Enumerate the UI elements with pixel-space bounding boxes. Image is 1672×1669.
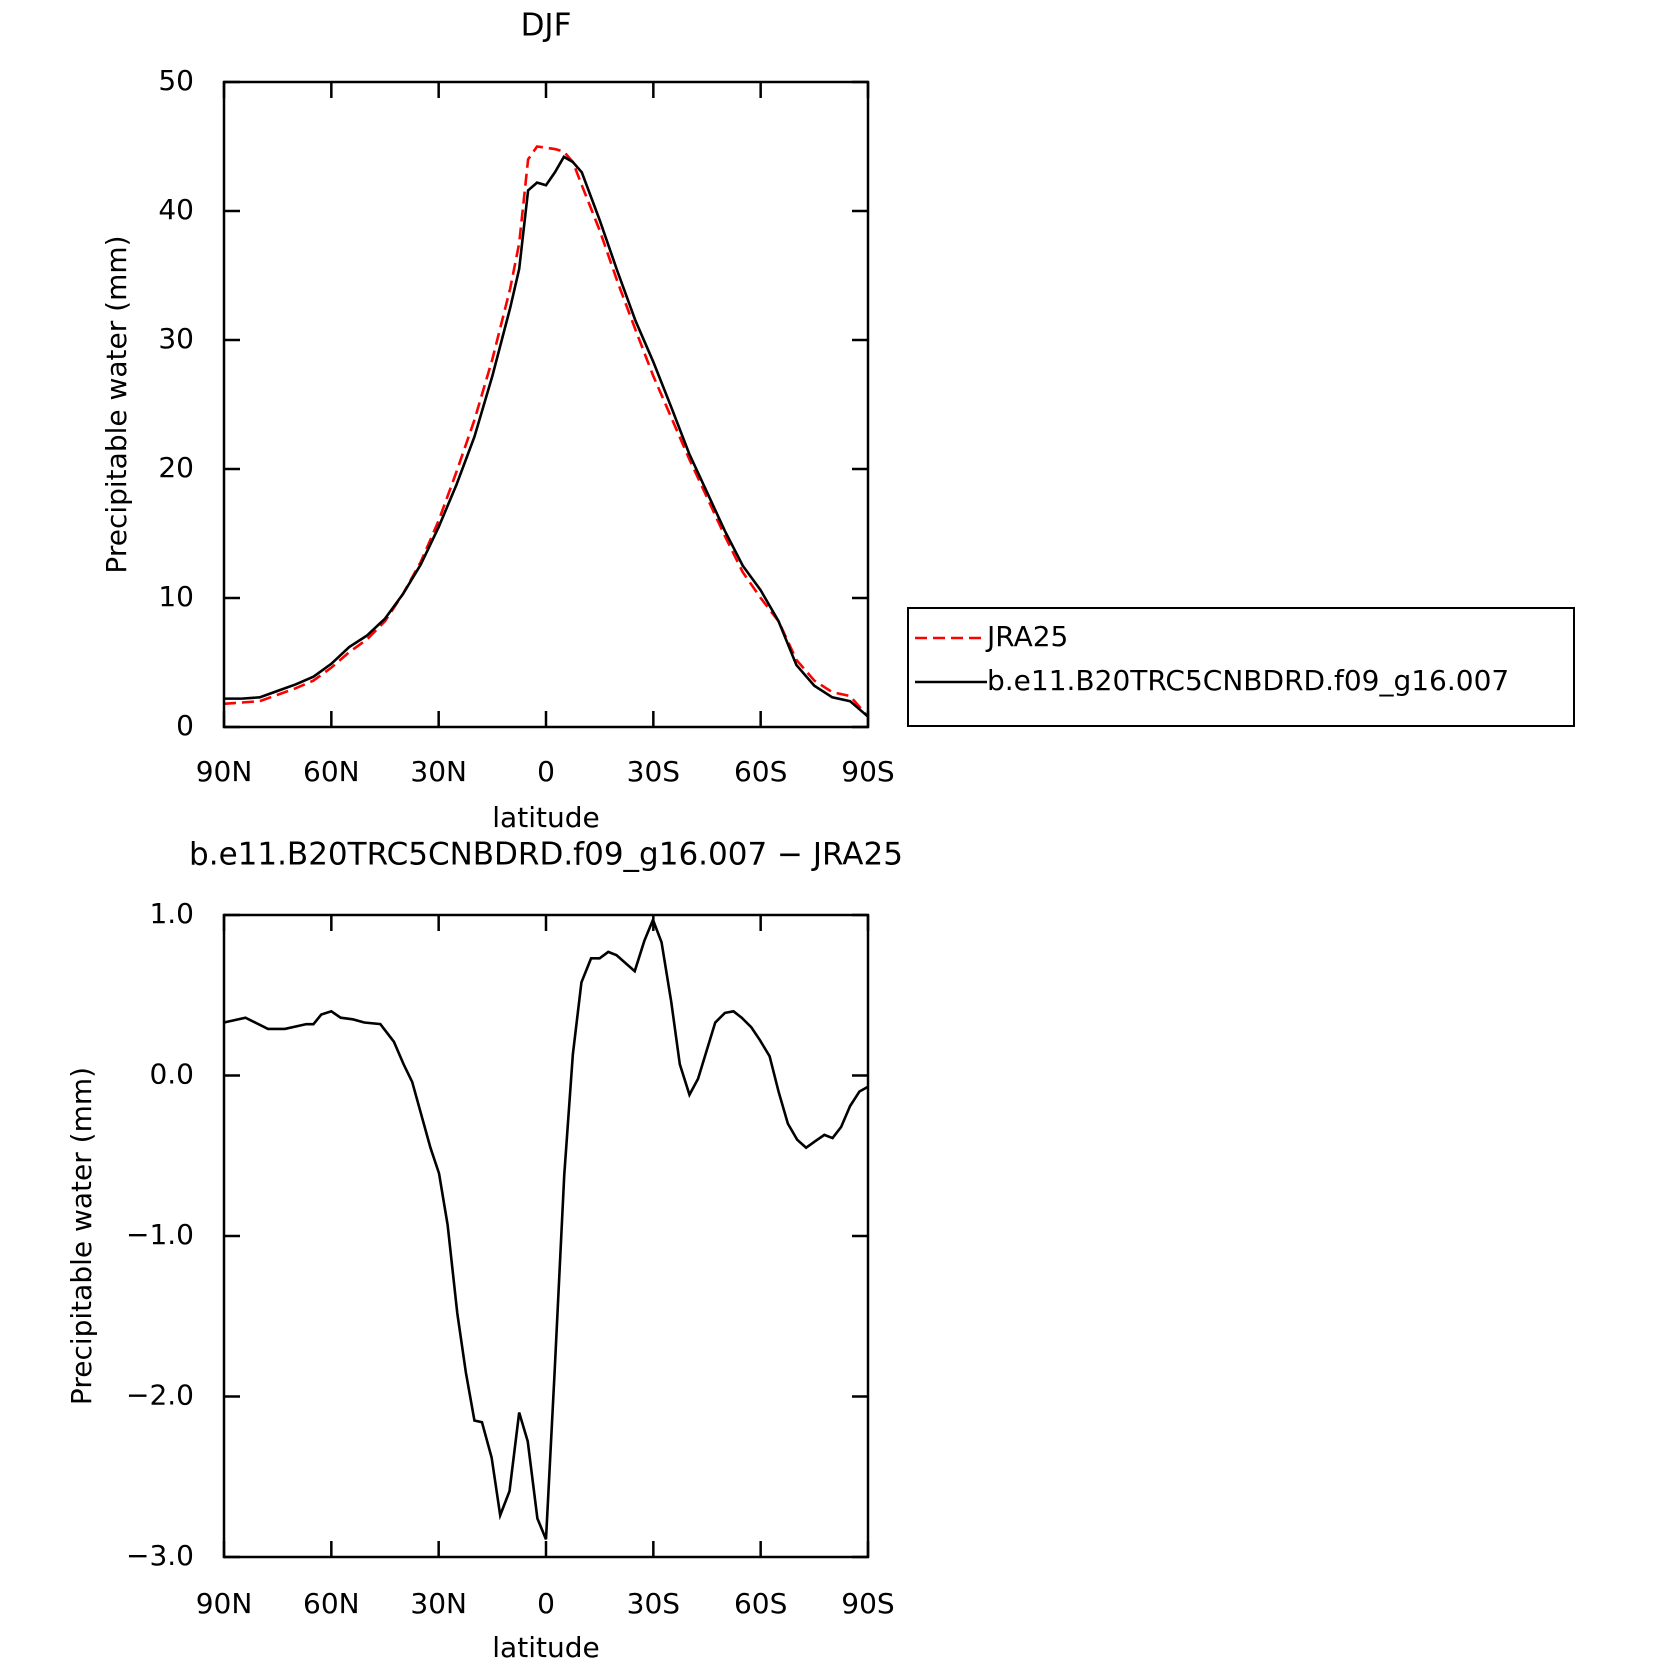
x-tick-label: 60S [734,755,787,788]
data-line [223,916,869,1540]
x-tick-label: 30S [627,755,680,788]
x-tick-label: 0 [537,755,555,788]
y-tick-label: 1.0 [149,897,194,930]
legend-box [907,607,1575,727]
y-axis-label: Precipitable water (mm) [100,235,133,573]
y-tick-label: −1.0 [126,1218,194,1251]
chart-title: b.e11.B20TRC5CNBDRD.f09_g16.007 − JRA25 [189,837,903,873]
data-line [223,145,869,718]
y-axis-label: Precipitable water (mm) [65,1067,98,1405]
x-tick-label: 90S [841,1587,894,1620]
x-tick-label: 90S [841,755,894,788]
x-axis-label: latitude [492,801,599,834]
y-tick-label: 0.0 [149,1058,194,1091]
x-tick-label: 0 [537,1587,555,1620]
x-axis-label: latitude [492,1631,599,1664]
chart-title: DJF [521,8,572,44]
legend-label: JRA25 [985,620,1068,653]
x-tick-label: 60N [303,1587,360,1620]
x-tick-label: 90N [196,1587,253,1620]
y-tick-label: 20 [158,451,194,484]
x-tick-label: 30N [410,755,467,788]
y-tick-label: −2.0 [126,1379,194,1412]
x-tick-label: 60N [303,755,360,788]
y-tick-label: 10 [158,580,194,613]
y-tick-label: 40 [158,193,194,226]
y-tick-label: −3.0 [126,1539,194,1572]
legend-label: b.e11.B20TRC5CNBDRD.f09_g16.007 [987,664,1509,697]
y-tick-label: 0 [176,709,194,742]
y-tick-label: 30 [158,322,194,355]
y-tick-label: 50 [158,64,194,97]
x-tick-label: 90N [196,755,253,788]
x-tick-label: 60S [734,1587,787,1620]
data-line [224,155,869,718]
x-tick-label: 30N [410,1587,467,1620]
x-tick-label: 30S [627,1587,680,1620]
plot-frame [222,80,870,729]
plot-frame [222,913,870,1559]
